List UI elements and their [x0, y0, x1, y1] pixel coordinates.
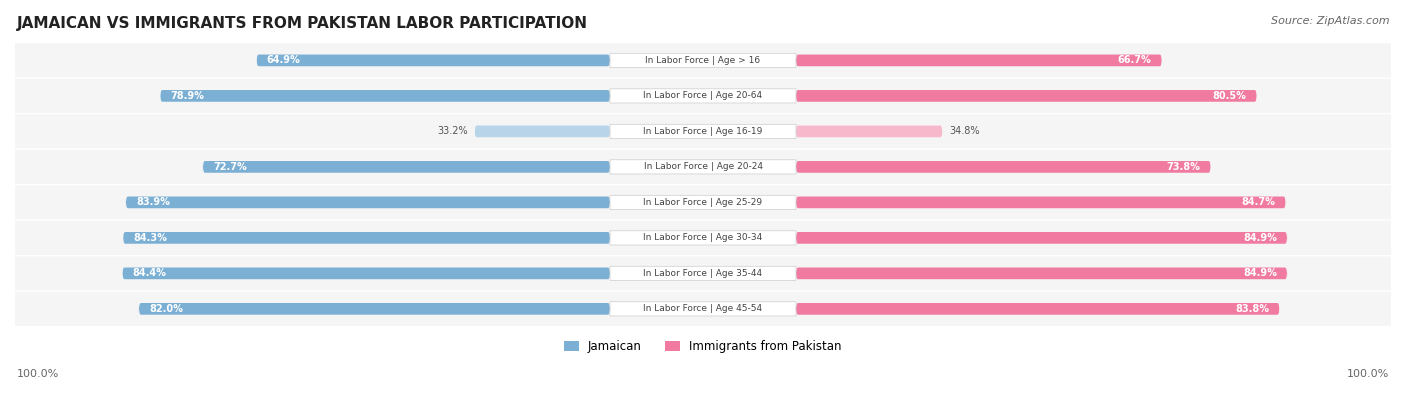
Text: 84.9%: 84.9% [1243, 233, 1277, 243]
Text: 83.8%: 83.8% [1236, 304, 1270, 314]
FancyBboxPatch shape [475, 126, 610, 137]
Text: 33.2%: 33.2% [437, 126, 468, 136]
FancyBboxPatch shape [15, 256, 1391, 290]
FancyBboxPatch shape [15, 185, 1391, 219]
FancyBboxPatch shape [122, 267, 610, 279]
FancyBboxPatch shape [796, 303, 1279, 315]
Text: In Labor Force | Age 35-44: In Labor Force | Age 35-44 [644, 269, 762, 278]
FancyBboxPatch shape [796, 161, 1211, 173]
FancyBboxPatch shape [15, 79, 1391, 113]
Text: In Labor Force | Age 30-34: In Labor Force | Age 30-34 [644, 233, 762, 243]
FancyBboxPatch shape [610, 89, 796, 103]
Text: 66.7%: 66.7% [1118, 55, 1152, 66]
Text: In Labor Force | Age 45-54: In Labor Force | Age 45-54 [644, 305, 762, 313]
Text: 84.4%: 84.4% [132, 268, 166, 278]
FancyBboxPatch shape [796, 267, 1286, 279]
FancyBboxPatch shape [610, 231, 796, 245]
Text: 73.8%: 73.8% [1167, 162, 1201, 172]
FancyBboxPatch shape [796, 126, 942, 137]
Text: 100.0%: 100.0% [17, 369, 59, 379]
Text: 78.9%: 78.9% [170, 91, 204, 101]
FancyBboxPatch shape [15, 114, 1391, 149]
FancyBboxPatch shape [610, 53, 796, 68]
FancyBboxPatch shape [15, 292, 1391, 326]
Text: In Labor Force | Age 25-29: In Labor Force | Age 25-29 [644, 198, 762, 207]
Text: 83.9%: 83.9% [136, 198, 170, 207]
FancyBboxPatch shape [125, 197, 610, 208]
Text: JAMAICAN VS IMMIGRANTS FROM PAKISTAN LABOR PARTICIPATION: JAMAICAN VS IMMIGRANTS FROM PAKISTAN LAB… [17, 16, 588, 31]
FancyBboxPatch shape [796, 90, 1257, 102]
Text: 84.7%: 84.7% [1241, 198, 1275, 207]
FancyBboxPatch shape [796, 55, 1161, 66]
FancyBboxPatch shape [15, 43, 1391, 77]
Text: Source: ZipAtlas.com: Source: ZipAtlas.com [1271, 16, 1389, 26]
Text: In Labor Force | Age > 16: In Labor Force | Age > 16 [645, 56, 761, 65]
FancyBboxPatch shape [256, 55, 610, 66]
Text: In Labor Force | Age 20-64: In Labor Force | Age 20-64 [644, 91, 762, 100]
FancyBboxPatch shape [796, 197, 1285, 208]
Text: 84.3%: 84.3% [134, 233, 167, 243]
FancyBboxPatch shape [15, 221, 1391, 255]
Legend: Jamaican, Immigrants from Pakistan: Jamaican, Immigrants from Pakistan [560, 335, 846, 357]
FancyBboxPatch shape [160, 90, 610, 102]
Text: 80.5%: 80.5% [1212, 91, 1247, 101]
Text: 82.0%: 82.0% [149, 304, 183, 314]
Text: In Labor Force | Age 20-24: In Labor Force | Age 20-24 [644, 162, 762, 171]
FancyBboxPatch shape [796, 232, 1286, 244]
FancyBboxPatch shape [610, 302, 796, 316]
Text: 64.9%: 64.9% [267, 55, 301, 66]
Text: 84.9%: 84.9% [1243, 268, 1277, 278]
FancyBboxPatch shape [610, 160, 796, 174]
Text: In Labor Force | Age 16-19: In Labor Force | Age 16-19 [644, 127, 762, 136]
FancyBboxPatch shape [122, 232, 610, 244]
Text: 34.8%: 34.8% [949, 126, 980, 136]
FancyBboxPatch shape [610, 266, 796, 280]
Text: 100.0%: 100.0% [1347, 369, 1389, 379]
Text: 72.7%: 72.7% [214, 162, 247, 172]
FancyBboxPatch shape [15, 150, 1391, 184]
FancyBboxPatch shape [610, 195, 796, 209]
FancyBboxPatch shape [202, 161, 610, 173]
FancyBboxPatch shape [139, 303, 610, 315]
FancyBboxPatch shape [610, 124, 796, 139]
